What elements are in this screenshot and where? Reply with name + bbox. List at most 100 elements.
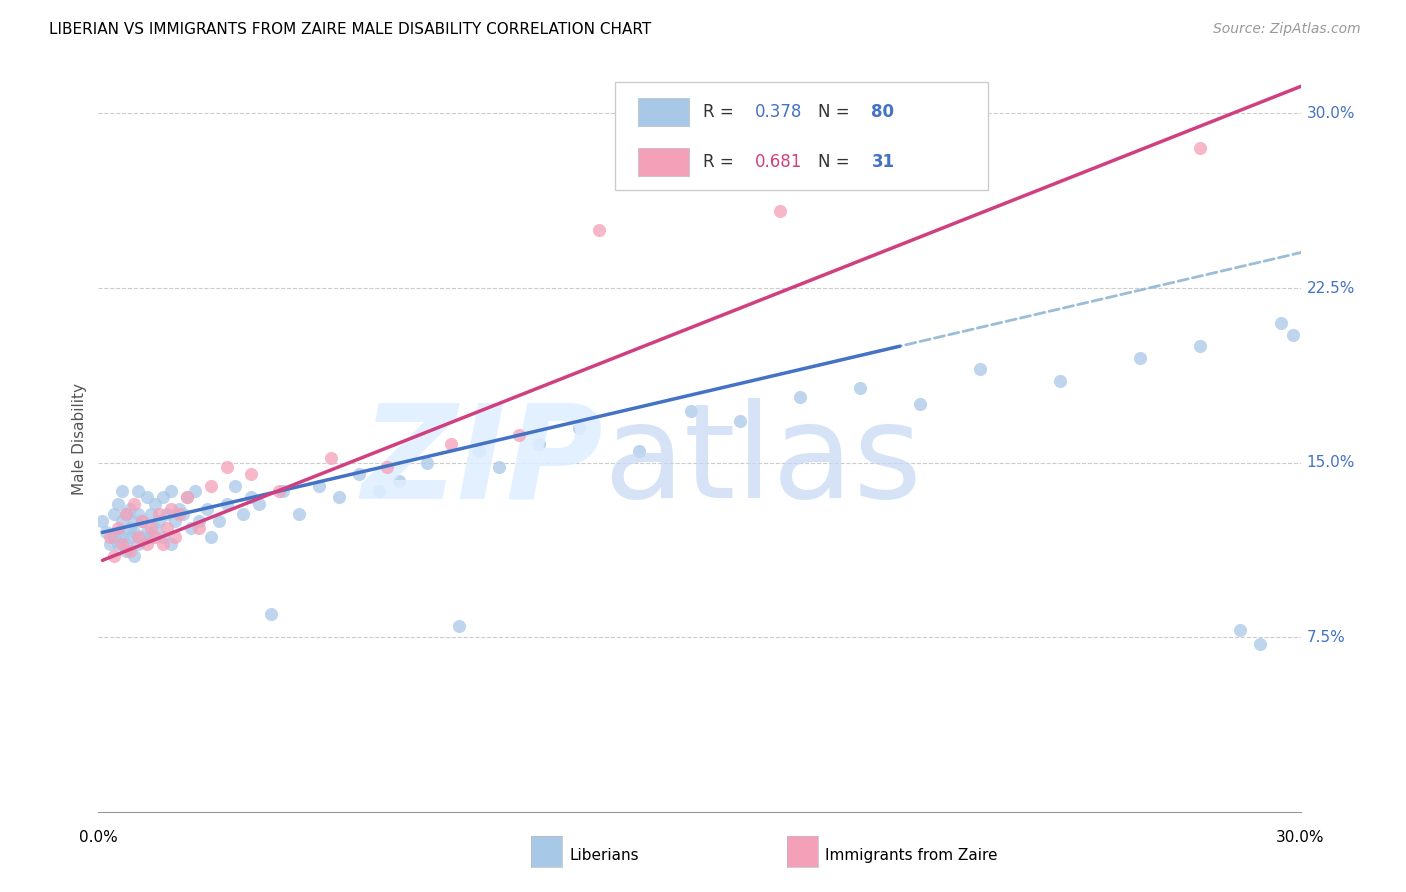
Point xyxy=(195,502,218,516)
Point xyxy=(163,530,186,544)
Point xyxy=(1270,316,1292,330)
Point xyxy=(143,530,166,544)
Point xyxy=(124,498,146,512)
Point xyxy=(588,223,610,237)
Text: 30.0%: 30.0% xyxy=(1277,830,1324,846)
Point xyxy=(176,491,198,505)
Point xyxy=(128,507,150,521)
Point xyxy=(328,491,350,505)
Point xyxy=(347,467,370,482)
Text: 7.5%: 7.5% xyxy=(1306,630,1346,645)
Point xyxy=(159,483,181,498)
Point xyxy=(789,391,811,405)
Point xyxy=(155,507,177,521)
Point xyxy=(128,537,150,551)
Point xyxy=(131,514,153,528)
Text: R =: R = xyxy=(703,103,740,120)
Point xyxy=(131,514,153,528)
Text: N =: N = xyxy=(818,153,855,171)
Point xyxy=(152,537,174,551)
Point xyxy=(124,549,146,563)
Point xyxy=(128,530,150,544)
Point xyxy=(139,507,162,521)
Point xyxy=(200,479,222,493)
Point xyxy=(200,530,222,544)
Point xyxy=(148,507,170,521)
Point xyxy=(167,502,190,516)
Point xyxy=(107,537,129,551)
Point xyxy=(488,460,510,475)
Point xyxy=(969,362,991,376)
Text: ZIP: ZIP xyxy=(361,398,603,525)
Point xyxy=(628,444,651,458)
FancyBboxPatch shape xyxy=(616,82,988,190)
Point xyxy=(120,521,142,535)
Point xyxy=(124,514,146,528)
Text: 31: 31 xyxy=(872,153,894,171)
Point xyxy=(267,483,290,498)
Point xyxy=(271,483,294,498)
Text: 0.0%: 0.0% xyxy=(79,830,118,846)
Point xyxy=(288,507,311,521)
Point xyxy=(152,530,174,544)
Point xyxy=(115,507,138,521)
Point xyxy=(159,537,181,551)
Point xyxy=(143,498,166,512)
Point xyxy=(96,525,118,540)
Text: 22.5%: 22.5% xyxy=(1306,280,1355,295)
Point xyxy=(375,460,398,475)
Point xyxy=(111,514,134,528)
Point xyxy=(416,456,439,470)
Point xyxy=(247,498,270,512)
Point xyxy=(115,507,138,521)
Point xyxy=(568,420,591,434)
Point xyxy=(232,507,254,521)
Point xyxy=(529,437,551,451)
Point xyxy=(1281,327,1303,342)
Point xyxy=(100,530,122,544)
Point xyxy=(152,491,174,505)
Point xyxy=(131,530,153,544)
Text: atlas: atlas xyxy=(603,398,922,525)
Point xyxy=(308,479,330,493)
Point xyxy=(155,521,177,535)
Point xyxy=(120,544,142,558)
Point xyxy=(120,502,142,516)
Point xyxy=(728,414,751,428)
Point xyxy=(1229,623,1251,637)
Point xyxy=(368,483,391,498)
Point xyxy=(440,437,463,451)
Point xyxy=(1129,351,1152,365)
Point xyxy=(135,525,157,540)
Point xyxy=(183,483,205,498)
Point xyxy=(139,530,162,544)
Point xyxy=(215,460,238,475)
Point xyxy=(239,491,262,505)
Point xyxy=(508,427,530,442)
Point xyxy=(172,507,194,521)
Point xyxy=(115,537,138,551)
Point xyxy=(148,514,170,528)
Point xyxy=(388,474,411,488)
Point xyxy=(103,530,125,544)
Point xyxy=(159,502,181,516)
Point xyxy=(1049,374,1071,388)
Text: 0.378: 0.378 xyxy=(755,103,803,120)
Point xyxy=(107,498,129,512)
Point xyxy=(135,537,157,551)
Point xyxy=(849,381,872,395)
Point xyxy=(167,507,190,521)
Point xyxy=(239,467,262,482)
Y-axis label: Male Disability: Male Disability xyxy=(72,384,87,495)
Point xyxy=(260,607,283,621)
Point xyxy=(143,521,166,535)
Text: Source: ZipAtlas.com: Source: ZipAtlas.com xyxy=(1213,22,1361,37)
Point xyxy=(107,525,129,540)
Point xyxy=(107,521,129,535)
Text: 0.681: 0.681 xyxy=(755,153,803,171)
Point xyxy=(447,618,470,632)
Text: 30.0%: 30.0% xyxy=(1306,106,1355,121)
Point xyxy=(111,483,134,498)
Point xyxy=(120,530,142,544)
Text: 15.0%: 15.0% xyxy=(1306,455,1355,470)
